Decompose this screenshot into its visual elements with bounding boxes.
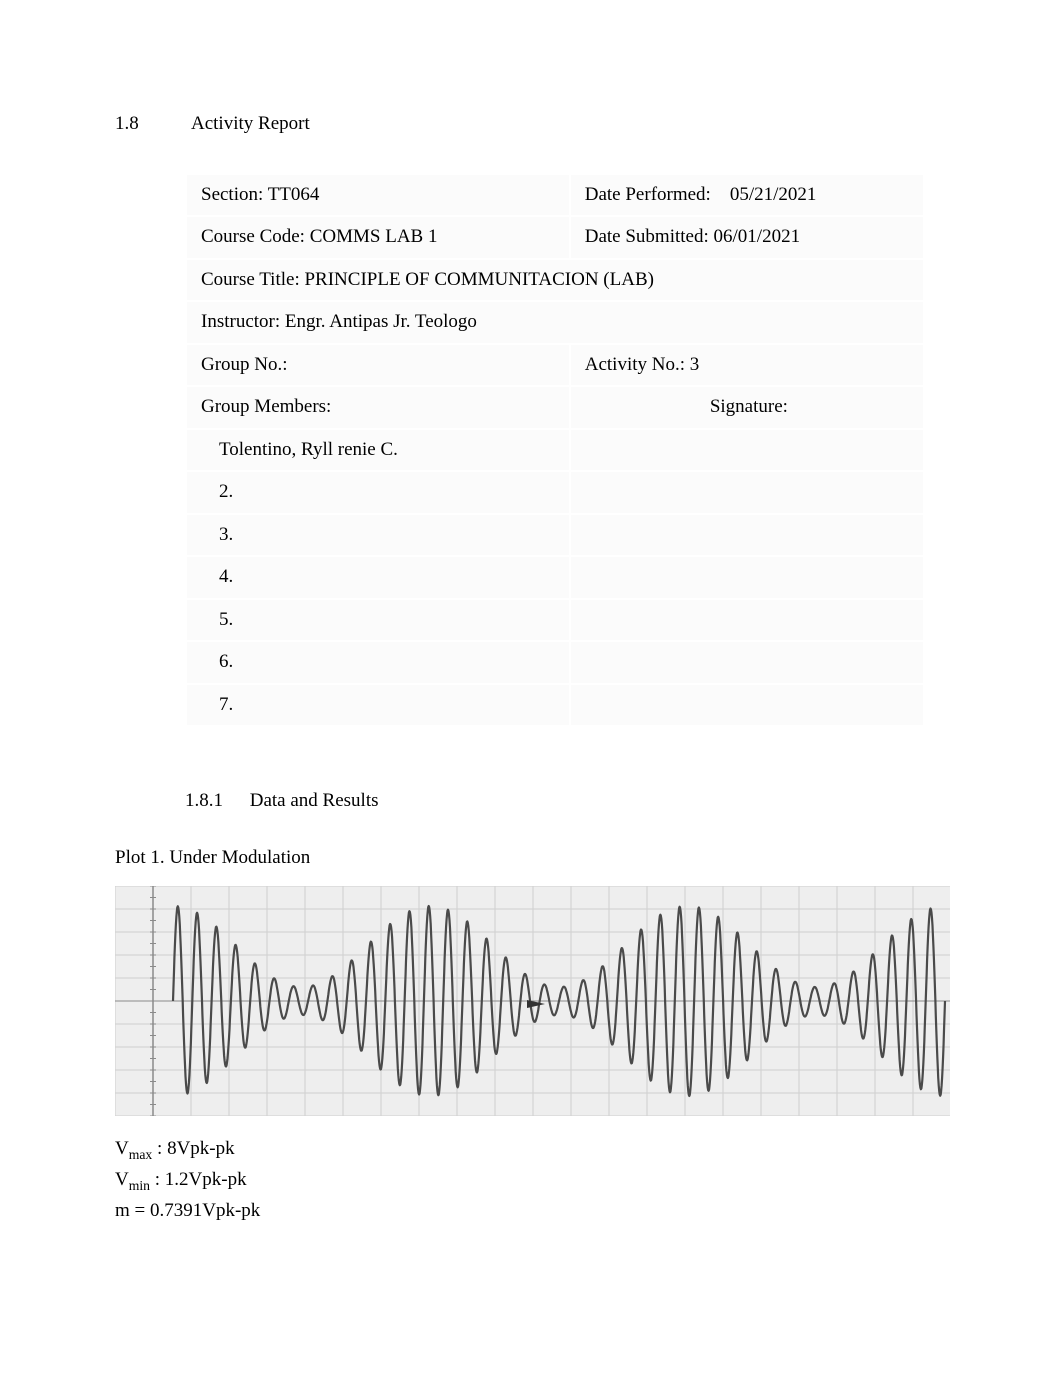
m-line: m = 0.7391Vpk-pk <box>115 1196 947 1225</box>
table-row: Group No.: Activity No.: 3 <box>186 344 924 387</box>
date-submitted-label: Date Submitted: <box>585 226 709 247</box>
vmin-subscript: min <box>129 1178 150 1193</box>
plot-title: Plot 1. Under Modulation <box>115 844 947 873</box>
date-submitted-cell: Date Submitted: 06/01/2021 <box>570 216 924 259</box>
activity-no-label: Activity No.: <box>585 354 685 375</box>
member-cell: 2. <box>186 471 570 514</box>
vmin-value: 1.2Vpk-pk <box>165 1169 247 1190</box>
instructor-cell: Instructor: Engr. Antipas Jr. Teologo <box>186 301 924 344</box>
subsection-number: 1.8.1 <box>185 787 245 816</box>
member-cell: 3. <box>186 514 570 557</box>
member-cell: Tolentino, Ryll renie C. <box>186 429 570 472</box>
member-cell: 5. <box>186 599 570 642</box>
activity-info-table: Section: TT064 Date Performed: 05/21/202… <box>185 173 925 728</box>
section-number: 1.8 <box>115 110 159 139</box>
table-row: Group Members: Signature: <box>186 386 924 429</box>
signature-cell <box>570 641 924 684</box>
signature-label: Signature: <box>710 396 788 417</box>
modulation-waveform-plot <box>115 886 950 1116</box>
date-performed-value: 05/21/2021 <box>730 184 817 205</box>
subsection-header: 1.8.1 Data and Results <box>185 787 947 816</box>
table-row: Course Code: COMMS LAB 1 Date Submitted:… <box>186 216 924 259</box>
vmax-subscript: max <box>129 1147 153 1162</box>
group-members-label: Group Members: <box>201 396 331 417</box>
plot-under-modulation <box>115 886 950 1116</box>
group-members-header: Group Members: <box>186 386 570 429</box>
table-row: 6. <box>186 641 924 684</box>
table-row: 7. <box>186 684 924 727</box>
signature-cell <box>570 556 924 599</box>
signature-cell <box>570 599 924 642</box>
course-code-value: COMMS LAB 1 <box>310 226 438 247</box>
vmax-separator: : <box>152 1138 167 1159</box>
group-no-label: Group No.: <box>201 354 288 375</box>
signature-cell <box>570 429 924 472</box>
signature-cell <box>570 471 924 514</box>
subsection-title: Data and Results <box>250 790 379 811</box>
table-row: Section: TT064 Date Performed: 05/21/202… <box>186 174 924 217</box>
section-title: Activity Report <box>191 110 310 139</box>
vmax-line: Vmax : 8Vpk-pk <box>115 1134 947 1165</box>
m-value: 0.7391Vpk-pk <box>150 1200 260 1221</box>
section-cell: Section: TT064 <box>186 174 570 217</box>
member-cell: 7. <box>186 684 570 727</box>
group-no-cell: Group No.: <box>186 344 570 387</box>
section-header: 1.8 Activity Report <box>115 110 947 139</box>
vmin-separator: : <box>150 1169 165 1190</box>
table-row: Course Title: PRINCIPLE OF COMMUNITACION… <box>186 259 924 302</box>
date-submitted-value: 06/01/2021 <box>714 226 801 247</box>
course-title-value: PRINCIPLE OF COMMUNITACION (LAB) <box>304 269 653 290</box>
instructor-label: Instructor: <box>201 311 280 332</box>
table-row: 5. <box>186 599 924 642</box>
section-value: TT064 <box>268 184 320 205</box>
instructor-value: Engr. Antipas Jr. Teologo <box>285 311 477 332</box>
vmin-symbol: V <box>115 1169 129 1190</box>
section-label: Section: <box>201 184 263 205</box>
date-performed-cell: Date Performed: 05/21/2021 <box>570 174 924 217</box>
course-code-cell: Course Code: COMMS LAB 1 <box>186 216 570 259</box>
activity-no-value: 3 <box>690 354 700 375</box>
member-cell: 6. <box>186 641 570 684</box>
results-block: Vmax : 8Vpk-pk Vmin : 1.2Vpk-pk m = 0.73… <box>115 1134 947 1225</box>
course-code-label: Course Code: <box>201 226 305 247</box>
date-performed-label: Date Performed: <box>585 184 711 205</box>
table-row: Tolentino, Ryll renie C. <box>186 429 924 472</box>
vmax-symbol: V <box>115 1138 129 1159</box>
table-row: Instructor: Engr. Antipas Jr. Teologo <box>186 301 924 344</box>
table-row: 4. <box>186 556 924 599</box>
m-label: m = <box>115 1200 150 1221</box>
course-title-cell: Course Title: PRINCIPLE OF COMMUNITACION… <box>186 259 924 302</box>
course-title-label: Course Title: <box>201 269 300 290</box>
table-row: 3. <box>186 514 924 557</box>
table-row: 2. <box>186 471 924 514</box>
signature-cell <box>570 684 924 727</box>
signature-header: Signature: <box>570 386 924 429</box>
vmax-value: 8Vpk-pk <box>167 1138 235 1159</box>
vmin-line: Vmin : 1.2Vpk-pk <box>115 1165 947 1196</box>
signature-cell <box>570 514 924 557</box>
member-cell: 4. <box>186 556 570 599</box>
activity-no-cell: Activity No.: 3 <box>570 344 924 387</box>
